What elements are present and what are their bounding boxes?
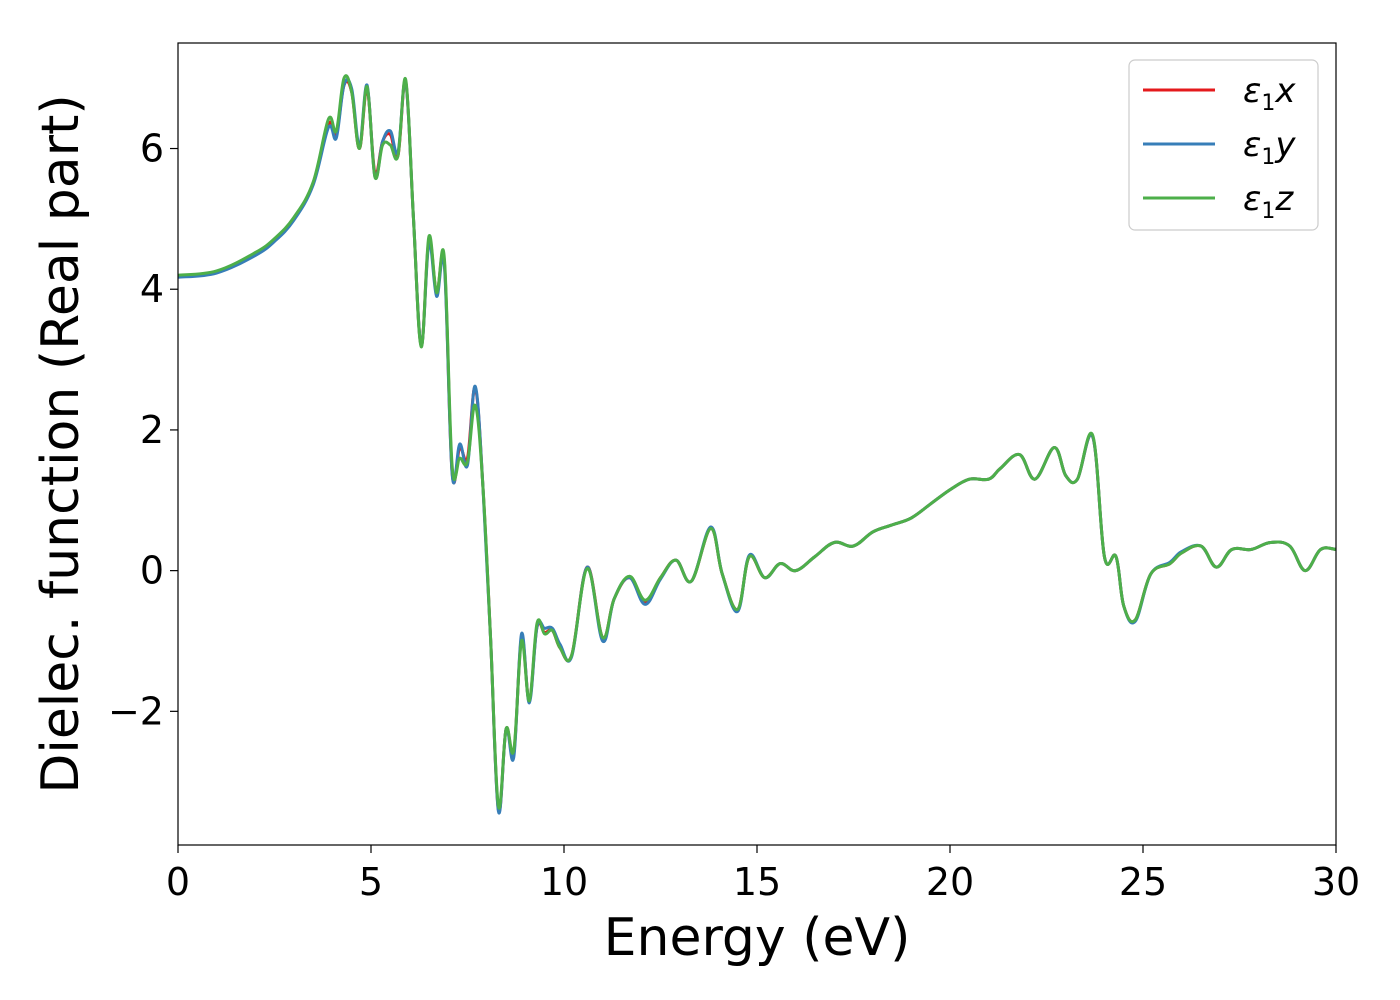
x-tick-label: 0: [166, 860, 190, 904]
y-tick-label: 6: [140, 127, 164, 171]
y-tick-label: −2: [108, 689, 164, 733]
y-axis-title: Dielec. function (Real part): [31, 94, 91, 793]
series-line-z: [177, 74, 1337, 810]
x-tick-label: 10: [540, 860, 588, 904]
y-tick-label: 2: [140, 408, 164, 452]
legend-label-x: ε1x: [1243, 71, 1296, 116]
x-tick-label: 25: [1119, 860, 1167, 904]
series-layer: [177, 74, 1337, 815]
x-tick-label: 15: [733, 860, 781, 904]
x-axis-title: Energy (eV): [604, 908, 911, 968]
x-tick-label: 20: [926, 860, 974, 904]
y-tick-label: 4: [140, 267, 164, 311]
ticks-layer: 0 5 10 15 20 25 30 −2 0 2 4 6: [108, 127, 1360, 904]
x-tick-label: 5: [359, 860, 383, 904]
legend: ε1x ε1y ε1z: [1128, 59, 1319, 231]
x-tick-label: 30: [1312, 860, 1360, 904]
legend-label-z: ε1z: [1243, 179, 1294, 224]
legend-box: [1128, 59, 1319, 231]
legend-label-y: ε1y: [1243, 125, 1296, 170]
y-tick-label: 0: [140, 549, 164, 593]
